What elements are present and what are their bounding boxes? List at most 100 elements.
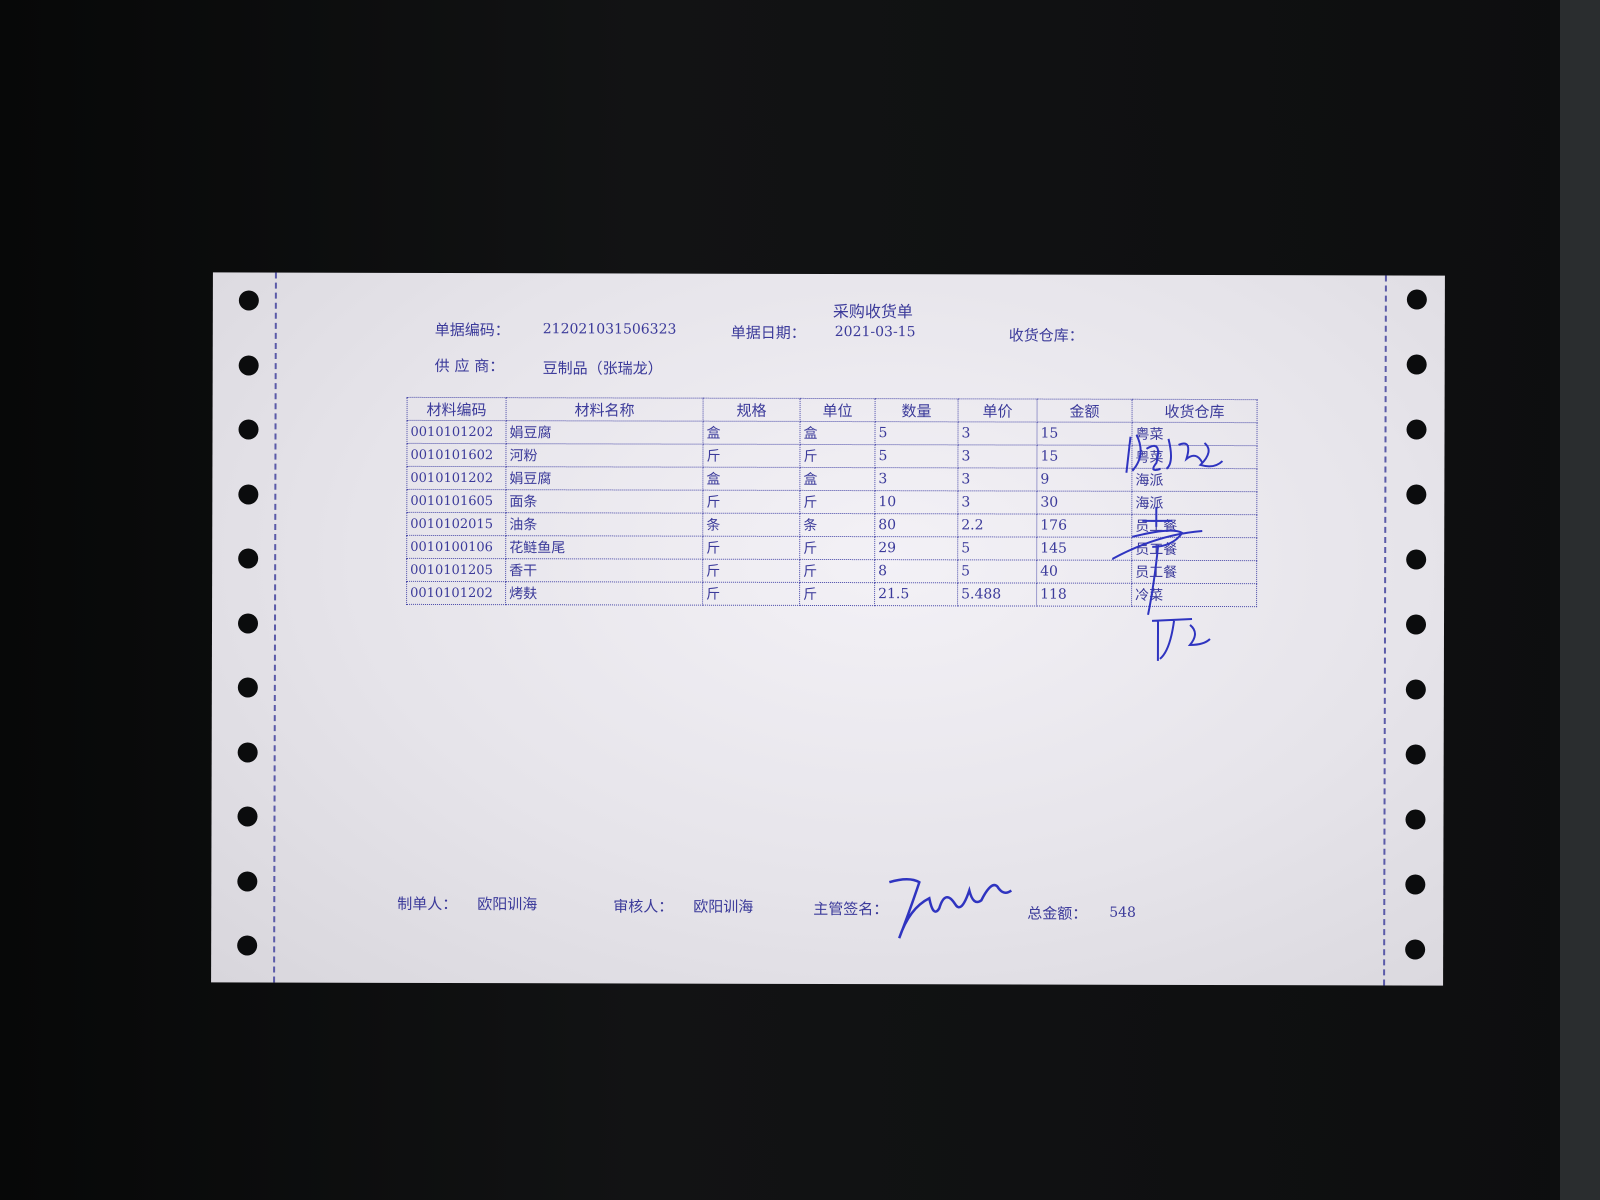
table-cell: 21.5 [874, 582, 958, 606]
table-cell: 条 [799, 513, 875, 537]
table-cell: 盒 [702, 467, 800, 491]
table-cell: 斤 [702, 582, 800, 606]
maker-label: 制单人： [397, 894, 458, 914]
table-cell: 3 [874, 467, 958, 491]
reviewer: 欧阳训海 [693, 897, 754, 916]
table-cell: 斤 [702, 536, 800, 560]
table-cell: 8 [874, 559, 958, 583]
tractor-hole [1405, 614, 1427, 635]
tractor-hole [238, 548, 259, 569]
signature-1 [1125, 434, 1224, 473]
table-cell: 0010102015 [406, 512, 506, 536]
table-cell: 29 [874, 536, 958, 560]
table-cell: 80 [874, 513, 958, 537]
table-cell: 0010101602 [406, 443, 506, 467]
table-cell: 烤麸 [505, 581, 703, 606]
tractor-hole [238, 354, 259, 376]
handwritten-signatures [1111, 434, 1224, 661]
table-cell: 娟豆腐 [505, 466, 703, 491]
tractor-hole [1405, 809, 1426, 830]
table-cell: 3 [957, 490, 1037, 515]
tractor-hole [238, 483, 259, 505]
column-header: 材料编码 [407, 397, 507, 421]
table-cell: 5 [874, 444, 958, 468]
reviewer-label: 审核人： [613, 897, 674, 916]
table-cell: 面条 [505, 489, 703, 514]
table-cell: 香干 [505, 558, 703, 583]
doc-no-label: 单据编码： [434, 320, 510, 340]
column-header: 规格 [703, 398, 801, 422]
table-cell: 斤 [799, 490, 875, 514]
supervisor-label: 主管签名： [813, 899, 889, 919]
background-edge [1560, 0, 1600, 1200]
column-header: 材料名称 [506, 397, 704, 422]
table-cell: 油条 [505, 512, 703, 537]
tractor-hole [237, 612, 259, 634]
date-label: 单据日期： [730, 323, 806, 342]
table-cell: 花鲢鱼尾 [505, 535, 703, 560]
signature-2 [1111, 506, 1203, 616]
document-title: 采购收货单 [832, 302, 913, 322]
tractor-hole [1405, 874, 1426, 895]
table-cell: 0010101605 [406, 489, 506, 513]
table-cell: 条 [702, 513, 800, 537]
table-cell: 0010101205 [406, 558, 506, 582]
tractor-hole [237, 806, 258, 827]
table-cell: 3 [957, 421, 1038, 446]
table-cell: 娟豆腐 [505, 420, 704, 445]
table-cell: 0010100106 [406, 535, 506, 559]
column-header: 单价 [958, 398, 1038, 423]
total-amount: 548 [1109, 904, 1137, 921]
warehouse-label: 收货仓库： [1008, 326, 1084, 345]
table-cell: 盒 [799, 467, 875, 491]
table-cell: 斤 [799, 582, 875, 606]
receipt-paper: 采购收货单 单据编码： 212021031506323 单据日期： 2021-0… [211, 272, 1445, 986]
perforation-left [273, 272, 277, 983]
tractor-hole [1406, 354, 1427, 375]
table-cell: 5 [874, 421, 959, 445]
tractor-hole [1406, 289, 1427, 310]
table-cell: 5 [957, 536, 1037, 561]
tractor-hole [238, 290, 259, 311]
tractor-hole [238, 419, 259, 440]
maker: 欧阳训海 [477, 895, 538, 914]
signature-3 [1151, 617, 1211, 661]
tractor-hole [1406, 549, 1427, 570]
column-header: 收货仓库 [1132, 399, 1258, 423]
tractor-hole [237, 870, 258, 892]
table-cell: 斤 [799, 444, 875, 468]
column-header: 金额 [1037, 399, 1133, 423]
table-cell: 盒 [799, 421, 876, 445]
table-cell: 3 [957, 444, 1037, 469]
tractor-hole [237, 677, 258, 698]
column-header: 单位 [800, 398, 876, 422]
tractor-hole [1405, 939, 1426, 960]
tractor-hole [1405, 744, 1426, 765]
supervisor-signature [888, 877, 1013, 939]
table-cell: 盒 [702, 421, 801, 445]
table-header-row: 材料编码 材料名称 规格 单位 数量 单价 金额 收货仓库 [407, 397, 1258, 423]
tractor-hole [1406, 419, 1427, 440]
table-cell: 5 [957, 559, 1037, 584]
table-cell: 斤 [799, 536, 875, 560]
tractor-hole [1406, 484, 1427, 505]
perforation-right [1383, 275, 1387, 986]
tractor-hole [1405, 679, 1426, 700]
table-cell: 10 [874, 490, 958, 514]
tractor-hole [237, 741, 258, 763]
table-cell: 河粉 [505, 443, 703, 468]
tractor-hole [237, 935, 258, 956]
table-cell: 3 [957, 467, 1037, 492]
table-cell: 斤 [702, 444, 800, 468]
table-cell: 斤 [799, 559, 875, 583]
doc-no: 212021031506323 [542, 321, 677, 338]
supplier-label: 供 应 商： [434, 356, 505, 376]
table-cell: 2.2 [957, 513, 1037, 538]
supplier: 豆制品（张瑞龙） [542, 359, 663, 378]
table-cell: 5.488 [957, 582, 1037, 607]
table-cell: 0010101202 [406, 466, 506, 490]
doc-date: 2021-03-15 [834, 324, 916, 341]
table-cell: 0010101202 [406, 420, 507, 444]
table-cell: 斤 [702, 559, 800, 583]
column-header: 数量 [875, 398, 959, 422]
